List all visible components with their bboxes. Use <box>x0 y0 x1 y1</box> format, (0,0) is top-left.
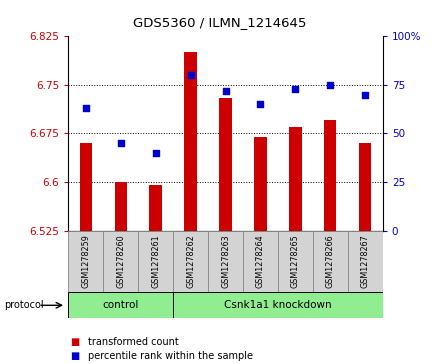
Bar <box>243 231 278 292</box>
Point <box>292 86 299 91</box>
Text: percentile rank within the sample: percentile rank within the sample <box>88 351 253 362</box>
Text: GSM1278266: GSM1278266 <box>326 234 335 288</box>
Bar <box>289 127 301 231</box>
Text: GSM1278260: GSM1278260 <box>116 234 125 288</box>
Point <box>222 88 229 94</box>
Bar <box>103 231 138 292</box>
Text: GDS5360 / ILMN_1214645: GDS5360 / ILMN_1214645 <box>133 16 307 29</box>
Bar <box>138 231 173 292</box>
Bar <box>220 98 231 231</box>
Text: GSM1278261: GSM1278261 <box>151 234 160 288</box>
Text: transformed count: transformed count <box>88 337 179 347</box>
Text: GSM1278267: GSM1278267 <box>361 234 370 288</box>
Bar <box>313 231 348 292</box>
Bar <box>254 136 267 231</box>
Bar <box>359 143 371 231</box>
Bar <box>173 292 383 318</box>
Text: protocol: protocol <box>4 300 44 310</box>
Text: GSM1278265: GSM1278265 <box>291 234 300 288</box>
Point <box>362 92 369 98</box>
Bar <box>114 182 127 231</box>
Point <box>152 150 159 156</box>
Text: GSM1278263: GSM1278263 <box>221 234 230 288</box>
Bar <box>208 231 243 292</box>
Text: Csnk1a1 knockdown: Csnk1a1 knockdown <box>224 300 332 310</box>
Text: control: control <box>103 300 139 310</box>
Text: ■: ■ <box>70 351 80 362</box>
Point <box>117 140 124 146</box>
Bar <box>348 231 383 292</box>
Bar <box>150 185 162 231</box>
Bar <box>68 231 103 292</box>
Text: ■: ■ <box>70 337 80 347</box>
Point <box>82 105 89 111</box>
Point <box>257 101 264 107</box>
Bar <box>80 143 92 231</box>
Bar <box>278 231 313 292</box>
Bar <box>324 121 337 231</box>
Point <box>327 82 334 88</box>
Point <box>187 72 194 78</box>
Text: GSM1278262: GSM1278262 <box>186 234 195 288</box>
Bar <box>184 53 197 231</box>
Bar <box>68 292 173 318</box>
Text: GSM1278264: GSM1278264 <box>256 234 265 288</box>
Bar <box>173 231 208 292</box>
Text: GSM1278259: GSM1278259 <box>81 234 90 288</box>
